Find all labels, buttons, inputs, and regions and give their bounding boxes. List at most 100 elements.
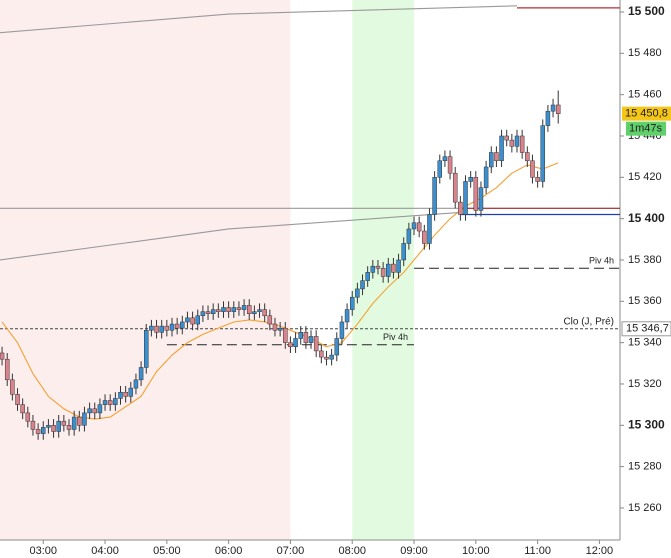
candle-body bbox=[452, 172, 458, 203]
candle-body bbox=[406, 228, 412, 244]
level-label: Clo (J, Pré) bbox=[563, 316, 614, 327]
y-tick-label: 15 460 bbox=[628, 89, 662, 101]
candle-body bbox=[226, 307, 231, 312]
candle-body bbox=[504, 135, 509, 141]
x-tick-label: 05:00 bbox=[153, 545, 181, 557]
candle-body bbox=[303, 332, 309, 343]
candle-body bbox=[71, 416, 77, 430]
candle-body bbox=[149, 325, 154, 331]
candle-body bbox=[355, 288, 360, 298]
candle-body bbox=[391, 263, 396, 273]
candle-body bbox=[0, 352, 5, 360]
candle-body bbox=[35, 429, 41, 434]
candle-body bbox=[128, 387, 134, 397]
candle-body bbox=[257, 309, 262, 312]
candle-body bbox=[545, 110, 551, 126]
overlay-line bbox=[0, 211, 461, 261]
last-price-tag bbox=[622, 106, 671, 121]
candle-body bbox=[519, 135, 525, 153]
x-tick-label: 03:00 bbox=[29, 545, 57, 557]
candle-body bbox=[401, 243, 406, 261]
candle-body bbox=[262, 309, 267, 317]
candle-body bbox=[396, 259, 401, 273]
candle-body bbox=[4, 358, 10, 381]
candle-body bbox=[416, 222, 422, 232]
candle-body bbox=[180, 321, 185, 329]
candle-body bbox=[277, 327, 283, 331]
candle-body bbox=[113, 398, 118, 405]
y-tick-label: 15 380 bbox=[628, 254, 662, 266]
candle-body bbox=[174, 323, 180, 329]
candle-body bbox=[107, 400, 113, 405]
candle-body bbox=[210, 309, 216, 314]
candle-body bbox=[447, 156, 453, 174]
x-tick-label: 08:00 bbox=[338, 545, 366, 557]
candle-body bbox=[458, 201, 463, 215]
candle-body bbox=[380, 267, 386, 277]
candle-body bbox=[494, 152, 499, 162]
candle-body bbox=[118, 391, 123, 399]
candle-body bbox=[30, 420, 36, 430]
candle-body bbox=[159, 325, 164, 333]
x-tick-label: 09:00 bbox=[400, 545, 428, 557]
candle-body bbox=[154, 325, 159, 333]
level-tag-label: 15 346,7 bbox=[626, 323, 669, 335]
candle-body bbox=[190, 317, 195, 325]
candle-body bbox=[205, 311, 211, 314]
candle-body bbox=[422, 230, 427, 244]
candle-body bbox=[283, 327, 288, 343]
candle-body bbox=[530, 160, 535, 178]
timer-tag bbox=[626, 121, 666, 136]
candle-body bbox=[535, 177, 540, 182]
candle-body bbox=[386, 263, 391, 277]
candle-body bbox=[82, 412, 87, 426]
candle-body bbox=[169, 323, 175, 331]
candle-body bbox=[41, 427, 46, 434]
y-tick-label: 15 480 bbox=[628, 47, 662, 59]
candle-body bbox=[468, 177, 473, 182]
candle-body bbox=[272, 323, 278, 331]
candle-body bbox=[138, 367, 144, 381]
y-tick-label: 15 340 bbox=[628, 337, 662, 349]
candle-body bbox=[375, 265, 381, 269]
candle-body bbox=[56, 420, 61, 432]
candle-body bbox=[97, 404, 103, 414]
candle-body bbox=[92, 408, 98, 414]
candle-body bbox=[185, 317, 190, 323]
candle-body bbox=[293, 338, 298, 348]
candle-body bbox=[514, 135, 520, 147]
y-tick-label: 15 360 bbox=[628, 295, 662, 307]
candle-body bbox=[319, 350, 324, 358]
x-tick-label: 07:00 bbox=[277, 545, 305, 557]
timer-label: 1m47s bbox=[629, 123, 663, 135]
candle-body bbox=[525, 152, 530, 162]
candle-body bbox=[61, 420, 67, 426]
candle-body bbox=[349, 296, 355, 310]
y-tick-label: 15 260 bbox=[628, 502, 662, 514]
candle-body bbox=[411, 222, 417, 230]
candle-body bbox=[313, 336, 319, 352]
candle-body bbox=[489, 152, 494, 168]
candle-body bbox=[221, 307, 226, 312]
candle-body bbox=[329, 354, 334, 360]
candle-body bbox=[334, 338, 340, 356]
candle-body bbox=[195, 315, 200, 325]
candle-body bbox=[143, 329, 149, 368]
y-tick-label: 15 420 bbox=[628, 171, 662, 183]
y-tick-label: 15 500 bbox=[628, 4, 665, 18]
candle-body bbox=[509, 139, 515, 147]
level-label: Piv 4h bbox=[383, 332, 408, 342]
candle-body bbox=[298, 332, 303, 339]
candle-body bbox=[123, 391, 128, 397]
candle-body bbox=[339, 321, 345, 339]
y-tick-label: 15 300 bbox=[628, 417, 665, 431]
candle-body bbox=[432, 177, 437, 215]
candle-body bbox=[437, 160, 443, 178]
y-tick-label: 15 400 bbox=[628, 211, 665, 225]
x-tick-label: 12:00 bbox=[586, 545, 614, 557]
candle-body bbox=[15, 394, 20, 405]
candle-body bbox=[308, 336, 314, 343]
candle-body bbox=[77, 416, 82, 426]
candle-body bbox=[10, 379, 15, 395]
